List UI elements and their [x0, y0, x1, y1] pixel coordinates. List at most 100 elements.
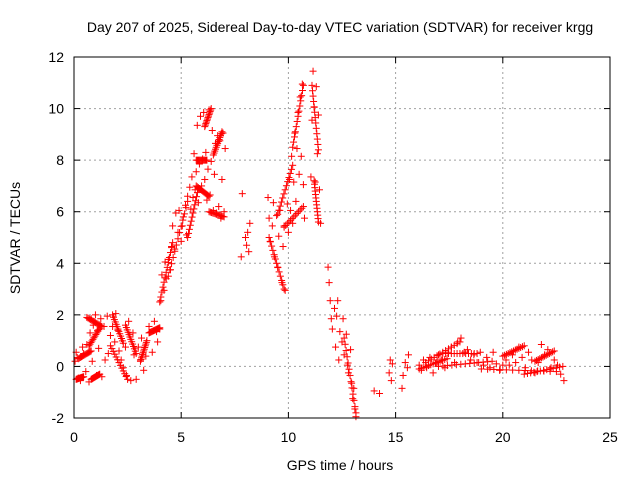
data-point	[314, 146, 322, 154]
data-point	[533, 356, 541, 364]
data-point	[201, 121, 209, 129]
data-point	[429, 369, 437, 377]
y-axis-label: SDTVAR / TECUs	[7, 182, 23, 294]
data-point	[540, 366, 548, 374]
data-point	[281, 186, 289, 194]
data-point	[350, 396, 358, 404]
data-point	[399, 371, 407, 379]
data-point	[310, 97, 318, 105]
data-point	[80, 373, 88, 381]
data-point	[286, 169, 294, 177]
data-point	[166, 266, 174, 274]
data-point	[268, 242, 276, 250]
data-point	[510, 347, 518, 355]
x-tick-label: 10	[281, 429, 297, 445]
data-point	[403, 364, 411, 372]
data-point	[341, 340, 349, 348]
data-point	[160, 278, 168, 286]
data-point	[546, 365, 554, 373]
data-point	[158, 288, 166, 296]
data-point	[191, 201, 199, 209]
data-point	[242, 234, 250, 241]
data-point	[430, 353, 438, 361]
data-point	[339, 315, 347, 323]
data-point	[138, 334, 146, 342]
data-point	[427, 355, 435, 363]
data-point	[290, 138, 298, 146]
data-point	[348, 384, 356, 392]
data-point	[523, 370, 531, 378]
x-tick-label: 0	[70, 429, 78, 445]
data-point	[271, 255, 279, 263]
data-point	[295, 208, 303, 216]
data-point	[434, 351, 442, 359]
data-point	[299, 181, 307, 189]
data-point	[169, 239, 177, 247]
data-point	[141, 344, 149, 352]
data-point	[187, 217, 195, 225]
data-point	[215, 203, 223, 211]
data-point	[502, 366, 510, 374]
data-point	[310, 103, 318, 111]
data-point	[172, 241, 180, 249]
data-point	[292, 197, 300, 205]
data-point	[347, 378, 355, 386]
x-tick-label: 25	[602, 429, 618, 445]
data-point	[193, 121, 201, 129]
data-point	[192, 168, 200, 176]
data-point	[221, 145, 229, 153]
data-point	[433, 352, 441, 360]
data-point	[244, 228, 252, 236]
data-point	[169, 253, 177, 261]
data-point	[96, 324, 104, 332]
data-point	[265, 214, 273, 222]
data-point	[324, 263, 332, 271]
data-point	[268, 222, 276, 230]
data-point	[388, 360, 396, 368]
data-point	[127, 377, 135, 385]
data-point	[308, 81, 316, 89]
data-point	[282, 221, 290, 229]
data-point	[156, 298, 164, 306]
data-point	[288, 152, 296, 160]
data-point	[309, 92, 317, 100]
data-point	[280, 190, 288, 198]
data-point	[343, 353, 351, 361]
data-point	[103, 312, 111, 320]
data-point	[333, 312, 341, 320]
plot-frame	[73, 56, 611, 419]
data-point	[453, 340, 461, 348]
data-point	[238, 190, 246, 198]
data-point	[159, 283, 167, 291]
data-point	[279, 194, 287, 202]
data-point	[506, 349, 514, 357]
data-point	[518, 353, 526, 361]
data-point	[246, 219, 254, 227]
data-point	[309, 67, 317, 75]
data-point	[279, 243, 287, 251]
data-point	[125, 317, 133, 325]
data-point	[284, 228, 292, 236]
data-point	[175, 206, 183, 214]
data-point	[287, 165, 295, 173]
data-point	[387, 377, 395, 385]
y-tick-label: 12	[48, 49, 64, 65]
data-point	[143, 337, 151, 345]
data-point	[182, 204, 190, 212]
data-point	[457, 334, 465, 342]
data-point	[527, 369, 535, 377]
data-point	[311, 114, 319, 122]
data-point	[95, 344, 103, 352]
data-point	[550, 347, 558, 355]
data-point	[275, 268, 283, 276]
data-point	[289, 161, 297, 169]
grid-layer	[74, 57, 610, 418]
data-point	[140, 347, 148, 355]
data-point	[499, 352, 507, 360]
data-point	[385, 369, 393, 377]
data-point	[559, 362, 567, 370]
data-point	[296, 102, 304, 110]
data-point	[291, 211, 299, 219]
data-point	[132, 375, 140, 383]
data-point	[346, 371, 354, 379]
